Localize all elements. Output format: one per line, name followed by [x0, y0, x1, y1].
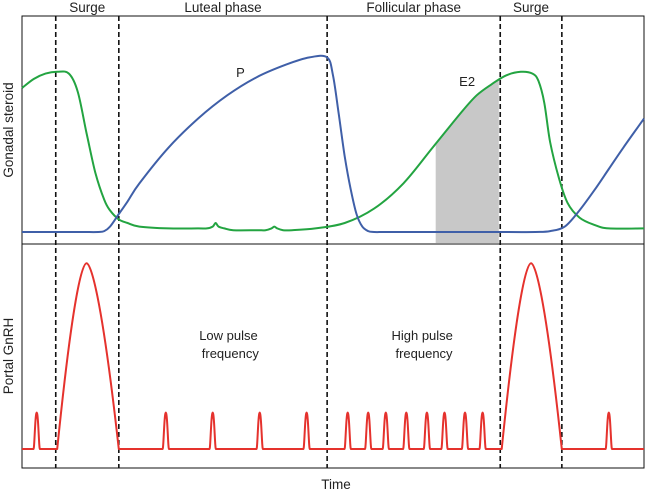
- x-axis-title: Time: [321, 477, 351, 492]
- series-label-e2: E2: [459, 74, 475, 89]
- top-panel-frame: [21, 15, 645, 245]
- phase-label-follicular: Follicular phase: [366, 0, 461, 15]
- bottom-panel-frame: [21, 243, 645, 469]
- phase-label-surge-2: Surge: [513, 0, 549, 15]
- series-line-gnrh: [22, 262, 644, 450]
- annotation-high-line-2: frequency: [395, 346, 453, 361]
- phase-label-surge-1: Surge: [69, 0, 105, 15]
- phase-label-luteal: Luteal phase: [184, 0, 261, 15]
- y-axis-title-bottom: Portal GnRH: [1, 318, 16, 395]
- y-axis-title-top: Gonadal steroid: [1, 82, 16, 177]
- series-line-e2: [21, 70, 645, 232]
- series-label-p: P: [236, 65, 245, 80]
- annotation-high-pulse-frequency: High pulse frequency: [391, 328, 456, 361]
- annotation-low-line-1: Low pulse: [199, 328, 258, 343]
- phase-boundaries: [54, 16, 563, 468]
- annotation-low-pulse-frequency: Low pulse frequency: [199, 328, 261, 361]
- shaded-region-fill: [435, 79, 499, 244]
- annotation-low-line-2: frequency: [202, 346, 260, 361]
- annotation-high-line-1: High pulse: [391, 328, 452, 343]
- phase-labels: Surge Luteal phase Follicular phase Surg…: [69, 0, 549, 15]
- series-line-p: [21, 54, 645, 234]
